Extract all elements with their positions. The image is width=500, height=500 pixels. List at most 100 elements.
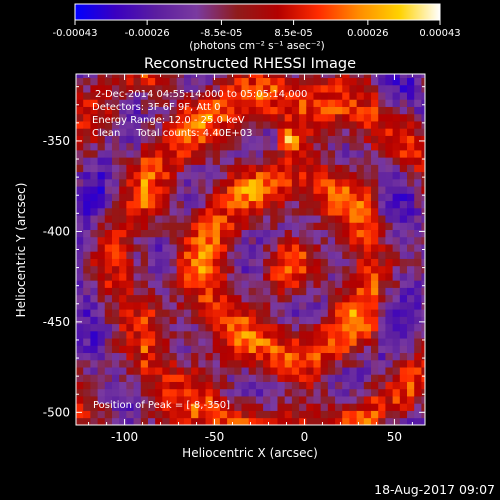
heatmap-pixel — [241, 106, 250, 115]
heatmap-pixel — [104, 381, 113, 390]
heatmap-pixel — [205, 403, 214, 411]
heatmap-pixel — [162, 352, 170, 361]
heatmap-pixel — [284, 410, 293, 419]
heatmap-pixel — [212, 113, 221, 122]
heatmap-pixel — [212, 164, 221, 173]
heatmap-pixel — [327, 222, 336, 230]
heatmap-pixel — [299, 396, 307, 404]
heatmap-pixel — [277, 84, 286, 93]
heatmap-pixel — [248, 352, 257, 361]
heatmap-pixel — [198, 367, 206, 375]
heatmap-pixel — [76, 316, 84, 325]
heatmap-pixel — [198, 222, 206, 230]
heatmap-pixel — [371, 135, 379, 144]
heatmap-pixel — [306, 244, 314, 252]
heatmap-pixel — [191, 417, 199, 425]
heatmap-pixel — [176, 200, 185, 209]
heatmap-pixel — [183, 121, 192, 129]
heatmap-pixel — [421, 280, 425, 288]
heatmap-pixel — [147, 251, 156, 259]
heatmap-pixel — [183, 280, 192, 288]
heatmap-pixel — [140, 381, 149, 390]
heatmap-pixel — [363, 135, 372, 144]
heatmap-pixel — [342, 157, 350, 165]
heatmap-pixel — [306, 207, 314, 216]
heatmap-pixel — [349, 149, 358, 158]
heatmap-pixel — [219, 258, 228, 267]
heatmap-pixel — [90, 410, 98, 419]
heatmap-pixel — [97, 374, 106, 382]
heatmap-pixel — [97, 236, 106, 245]
heatmap-pixel — [320, 200, 329, 209]
heatmap-pixel — [349, 229, 358, 238]
heatmap-pixel — [385, 84, 394, 93]
heatmap-pixel — [284, 330, 293, 339]
heatmap-pixel — [356, 301, 365, 310]
heatmap-pixel — [392, 287, 401, 296]
heatmap-pixel — [399, 374, 408, 382]
heatmap-pixel — [162, 367, 170, 375]
heatmap-pixel — [356, 381, 365, 390]
heatmap-pixel — [385, 309, 394, 317]
heatmap-pixel — [234, 359, 242, 368]
heatmap-pixel — [162, 280, 170, 288]
heatmap-pixel — [248, 186, 257, 194]
heatmap-pixel — [104, 222, 113, 230]
heatmap-pixel — [76, 92, 84, 100]
heatmap-pixel — [277, 258, 286, 267]
heatmap-pixel — [133, 417, 142, 425]
heatmap-pixel — [399, 345, 408, 354]
heatmap-pixel — [284, 128, 293, 136]
heatmap-pixel — [119, 396, 127, 404]
heatmap-pixel — [378, 157, 386, 165]
heatmap-pixel — [399, 92, 408, 100]
heatmap-pixel — [126, 251, 134, 259]
heatmap-pixel — [421, 106, 425, 115]
heatmap-pixel — [76, 121, 84, 129]
heatmap-pixel — [313, 265, 322, 274]
heatmap-pixel — [191, 403, 199, 411]
heatmap-pixel — [363, 301, 372, 310]
heatmap-pixel — [392, 352, 401, 361]
heatmap-pixel — [169, 338, 178, 346]
heatmap-pixel — [76, 345, 84, 354]
heatmap-pixel — [234, 381, 242, 390]
heatmap-pixel — [414, 113, 422, 122]
heatmap-pixel — [212, 381, 221, 390]
heatmap-pixel — [291, 294, 300, 303]
heatmap-pixel — [162, 128, 170, 136]
heatmap-pixel — [97, 396, 106, 404]
heatmap-pixel — [248, 171, 257, 180]
heatmap-pixel — [299, 135, 307, 144]
heatmap-pixel — [212, 374, 221, 382]
heatmap-pixel — [234, 215, 242, 223]
heatmap-pixel — [349, 251, 358, 259]
heatmap-pixel — [212, 84, 221, 93]
heatmap-pixel — [212, 186, 221, 194]
heatmap-pixel — [162, 222, 170, 230]
heatmap-pixel — [421, 287, 425, 296]
heatmap-pixel — [291, 149, 300, 158]
heatmap-pixel — [155, 280, 163, 288]
heatmap-pixel — [219, 193, 228, 202]
heatmap-pixel — [270, 244, 278, 252]
heatmap-pixel — [356, 388, 365, 397]
heatmap-pixel — [241, 338, 250, 346]
heatmap-pixel — [76, 207, 84, 216]
heatmap-pixel — [407, 178, 415, 187]
heatmap-pixel — [119, 417, 127, 425]
heatmap-pixel — [90, 374, 98, 382]
heatmap-pixel — [169, 381, 178, 390]
heatmap-pixel — [83, 309, 91, 317]
heatmap-pixel — [327, 99, 336, 107]
heatmap-pixel — [198, 77, 206, 86]
heatmap-pixel — [83, 316, 91, 325]
heatmap-pixel — [162, 186, 170, 194]
heatmap-pixel — [111, 84, 120, 93]
heatmap-pixel — [248, 388, 257, 397]
heatmap-pixel — [306, 265, 314, 274]
heatmap-pixel — [147, 244, 156, 252]
heatmap-pixel — [104, 417, 113, 425]
heatmap-pixel — [119, 381, 127, 390]
heatmap-pixel — [191, 106, 199, 115]
